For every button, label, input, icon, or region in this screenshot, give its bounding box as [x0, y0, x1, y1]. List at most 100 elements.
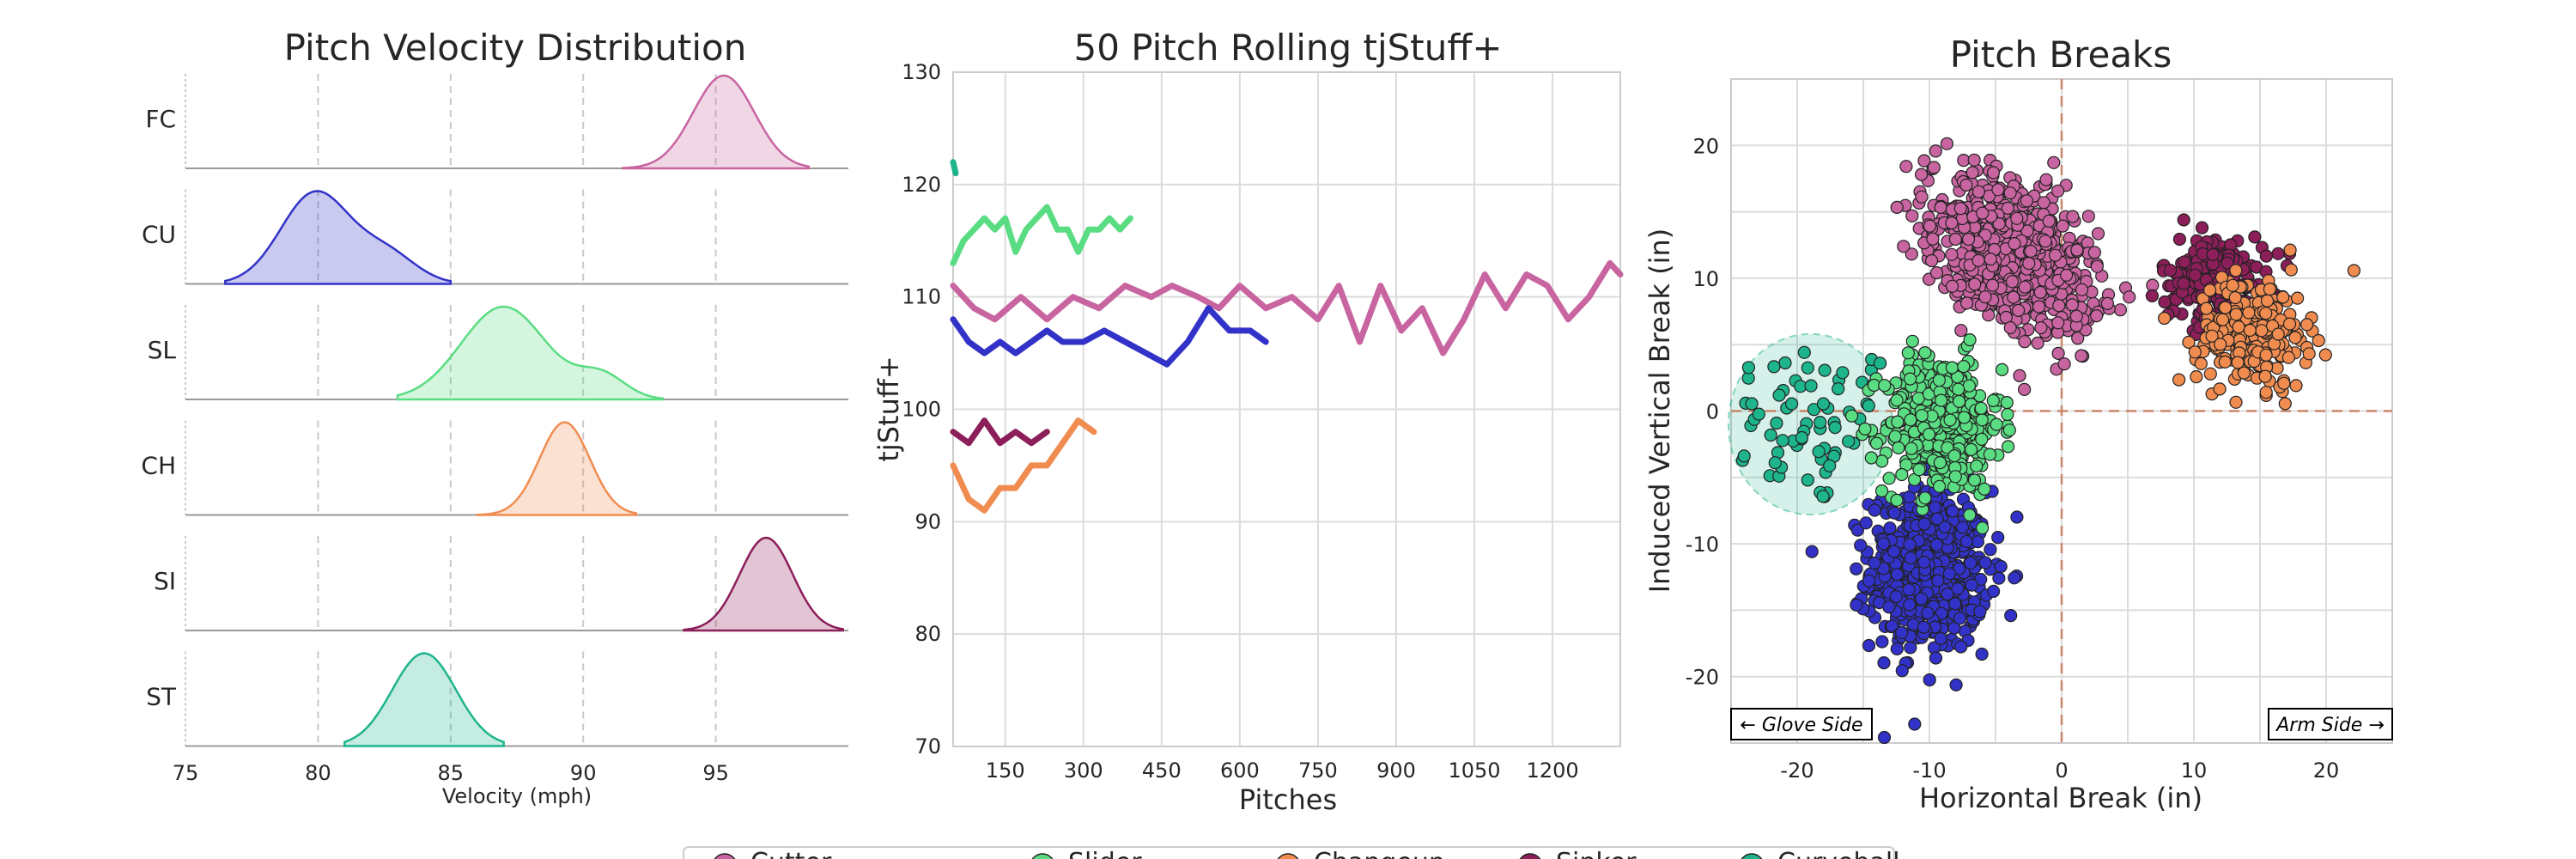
legend-label: Sinker: [1556, 848, 1637, 859]
breaks-x-tick: -10: [1912, 758, 1946, 783]
breaks-point: [1890, 642, 1904, 656]
breaks-point: [1828, 421, 1842, 435]
breaks-point: [1902, 582, 1916, 597]
breaks-point: [1991, 183, 2005, 197]
breaks-y-tick: -10: [1686, 533, 1719, 557]
breaks-point: [2188, 268, 2202, 282]
breaks-point: [1888, 430, 1902, 443]
breaks-point: [2007, 290, 2020, 304]
breaks-point: [2012, 303, 2026, 317]
breaks-point: [1941, 441, 1954, 454]
breaks-point: [2042, 214, 2056, 228]
breaks-point: [1954, 324, 1968, 338]
breaks-y-tick: 10: [1692, 267, 1719, 291]
breaks-point: [2051, 346, 2065, 360]
breaks-point: [1945, 216, 1959, 230]
breaks-point: [2090, 259, 2104, 273]
breaks-point: [1850, 562, 1863, 576]
breaks-y-tick: 20: [1692, 134, 1719, 158]
velocity-density-st: [343, 652, 505, 747]
breaks-point: [1889, 589, 1903, 604]
breaks-point: [1975, 647, 1989, 661]
breaks-point: [2347, 264, 2360, 277]
breaks-point: [1959, 178, 1973, 192]
rolling-x-tick: 150: [986, 758, 1025, 783]
breaks-point: [1862, 638, 1876, 653]
breaks-point: [2282, 317, 2297, 331]
breaks-point: [1836, 366, 1850, 380]
breaks-point: [1814, 416, 1827, 430]
breaks-point: [1797, 345, 1811, 359]
breaks-point: [1890, 493, 1904, 508]
breaks-point: [2002, 440, 2015, 454]
breaks-point: [2003, 186, 2017, 200]
breaks-point: [1785, 397, 1799, 411]
breaks-title: Pitch Breaks: [1950, 34, 2172, 76]
breaks-point: [2289, 379, 2303, 393]
breaks-point: [2221, 256, 2234, 270]
breaks-point: [2283, 243, 2297, 257]
breaks-point: [2091, 227, 2105, 241]
breaks-point: [2070, 243, 2084, 257]
breaks-point: [1875, 484, 1889, 498]
breaks-point: [1953, 612, 1967, 625]
breaks-point: [1899, 160, 1913, 174]
breaks-point: [2284, 263, 2298, 277]
breaks-point: [2194, 356, 2208, 370]
breaks-point: [1737, 449, 1751, 463]
breaks-point: [1946, 504, 1959, 518]
breaks-point: [1892, 441, 1905, 455]
breaks-point: [1951, 582, 1965, 596]
breaks-point: [1885, 619, 1899, 633]
breaks-point: [2232, 320, 2245, 334]
breaks-point: [2206, 247, 2220, 261]
breaks-point: [1895, 625, 1909, 640]
breaks-point: [1903, 598, 1917, 612]
breaks-point: [2087, 246, 2101, 259]
breaks-point: [1952, 382, 1965, 396]
rolling-x-tick: 300: [1064, 758, 1103, 783]
breaks-point: [1961, 232, 1976, 247]
rolling-y-tick: 90: [914, 509, 941, 533]
breaks-point: [2004, 608, 2018, 623]
breaks-point: [1938, 520, 1952, 534]
velocity-density-fc: [622, 74, 810, 170]
rolling-y-tick: 80: [914, 622, 941, 646]
breaks-point: [1986, 393, 2000, 407]
rolling-y-label: tjStuff+: [872, 356, 905, 461]
breaks-point: [2001, 407, 2014, 422]
breaks-point: [1971, 253, 1985, 267]
breaks-point: [2022, 257, 2036, 271]
breaks-point: [1948, 232, 1962, 247]
breaks-point: [1975, 432, 1989, 446]
breaks-point: [1764, 428, 1777, 442]
breaks-point: [2242, 306, 2256, 320]
breaks-point: [1945, 361, 1959, 375]
breaks-point: [1887, 545, 1901, 558]
breaks-point: [2100, 296, 2114, 310]
breaks-point: [1985, 278, 2000, 292]
breaks-point: [1904, 413, 1917, 427]
breaks-point: [1964, 556, 1978, 570]
breaks-y-tick: -20: [1686, 666, 1719, 690]
breaks-point: [2219, 301, 2233, 314]
breaks-point: [1934, 200, 1947, 214]
breaks-point: [1933, 479, 1947, 493]
rolling-line-fc: [950, 259, 1624, 356]
breaks-ticks: -20 -10 0 10 20 20 10 0 -10 -20: [1686, 134, 2339, 783]
legend-marker: [1277, 853, 1299, 859]
breaks-point: [2071, 332, 2085, 345]
breaks-point: [2018, 335, 2032, 349]
breaks-point: [2270, 362, 2284, 375]
rolling-y-tick: 110: [902, 285, 941, 309]
breaks-point: [1864, 451, 1878, 465]
breaks-point: [2288, 331, 2302, 344]
breaks-point: [1929, 538, 1944, 551]
breaks-point: [1948, 470, 1962, 484]
breaks-point: [1882, 472, 1896, 485]
breaks-point: [1778, 356, 1792, 370]
velocity-x-tick: 95: [702, 761, 729, 785]
rolling-line-st: [950, 159, 959, 177]
breaks-point: [2243, 323, 2257, 338]
breaks-point: [2034, 321, 2048, 335]
